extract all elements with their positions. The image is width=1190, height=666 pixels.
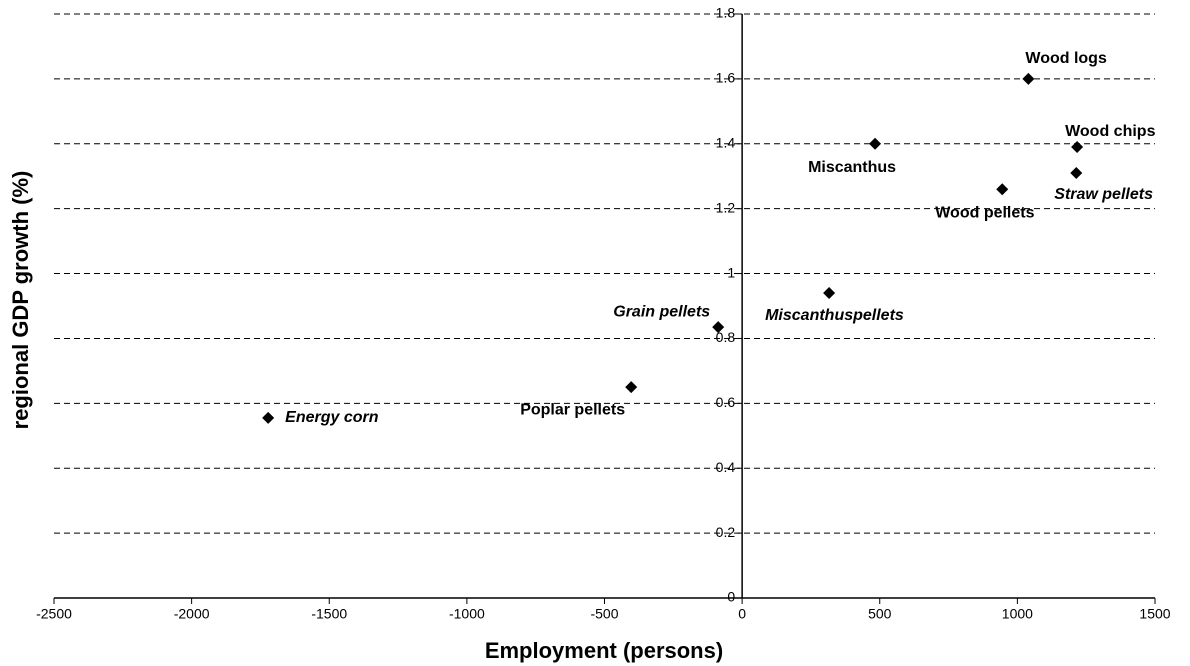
y-tick-label: 0.6 xyxy=(716,394,736,410)
x-tick-label: 0 xyxy=(738,606,746,622)
point-label: Miscanthus xyxy=(808,159,896,176)
point xyxy=(625,381,638,394)
point-label: Grain pellets xyxy=(613,303,710,320)
point xyxy=(823,287,836,300)
point xyxy=(996,183,1009,196)
y-tick-label: 1.8 xyxy=(716,5,736,21)
y-axis-title: regional GDP growth (%) xyxy=(8,171,33,430)
x-tick-label: -2000 xyxy=(174,606,210,622)
x-axis-title: Employment (persons) xyxy=(485,638,723,663)
y-tick-label: 0 xyxy=(727,589,735,605)
point-label: Poplar pellets xyxy=(520,401,625,418)
y-tick-label: 0.2 xyxy=(716,524,736,540)
x-tick-label: 1000 xyxy=(1002,606,1033,622)
point-label: Straw pellets xyxy=(1054,186,1153,203)
x-tick-label: -1500 xyxy=(311,606,347,622)
point-label: Wood chips xyxy=(1065,123,1155,140)
point xyxy=(262,411,275,424)
y-tick-label: 1.2 xyxy=(716,199,736,215)
x-tick-label: -2500 xyxy=(36,606,72,622)
point-label: Energy corn xyxy=(285,409,379,426)
x-tick-label: 500 xyxy=(868,606,892,622)
y-tick-label: 0.8 xyxy=(716,329,736,345)
y-tick-label: 0.4 xyxy=(716,459,736,475)
point xyxy=(869,137,882,150)
point xyxy=(1022,72,1035,85)
y-tick-label: 1.4 xyxy=(716,134,736,150)
point xyxy=(1071,141,1084,154)
x-tick-label: 1500 xyxy=(1139,606,1170,622)
y-tick-label: 1 xyxy=(727,264,735,280)
point-label: Miscanthuspellets xyxy=(765,307,904,324)
point xyxy=(1070,166,1083,179)
y-tick-label: 1.6 xyxy=(716,70,736,86)
point-label: Wood logs xyxy=(1025,50,1107,67)
point xyxy=(712,321,725,334)
x-tick-label: -500 xyxy=(590,606,618,622)
point-label: Wood pellets xyxy=(935,204,1034,221)
x-tick-label: -1000 xyxy=(449,606,485,622)
